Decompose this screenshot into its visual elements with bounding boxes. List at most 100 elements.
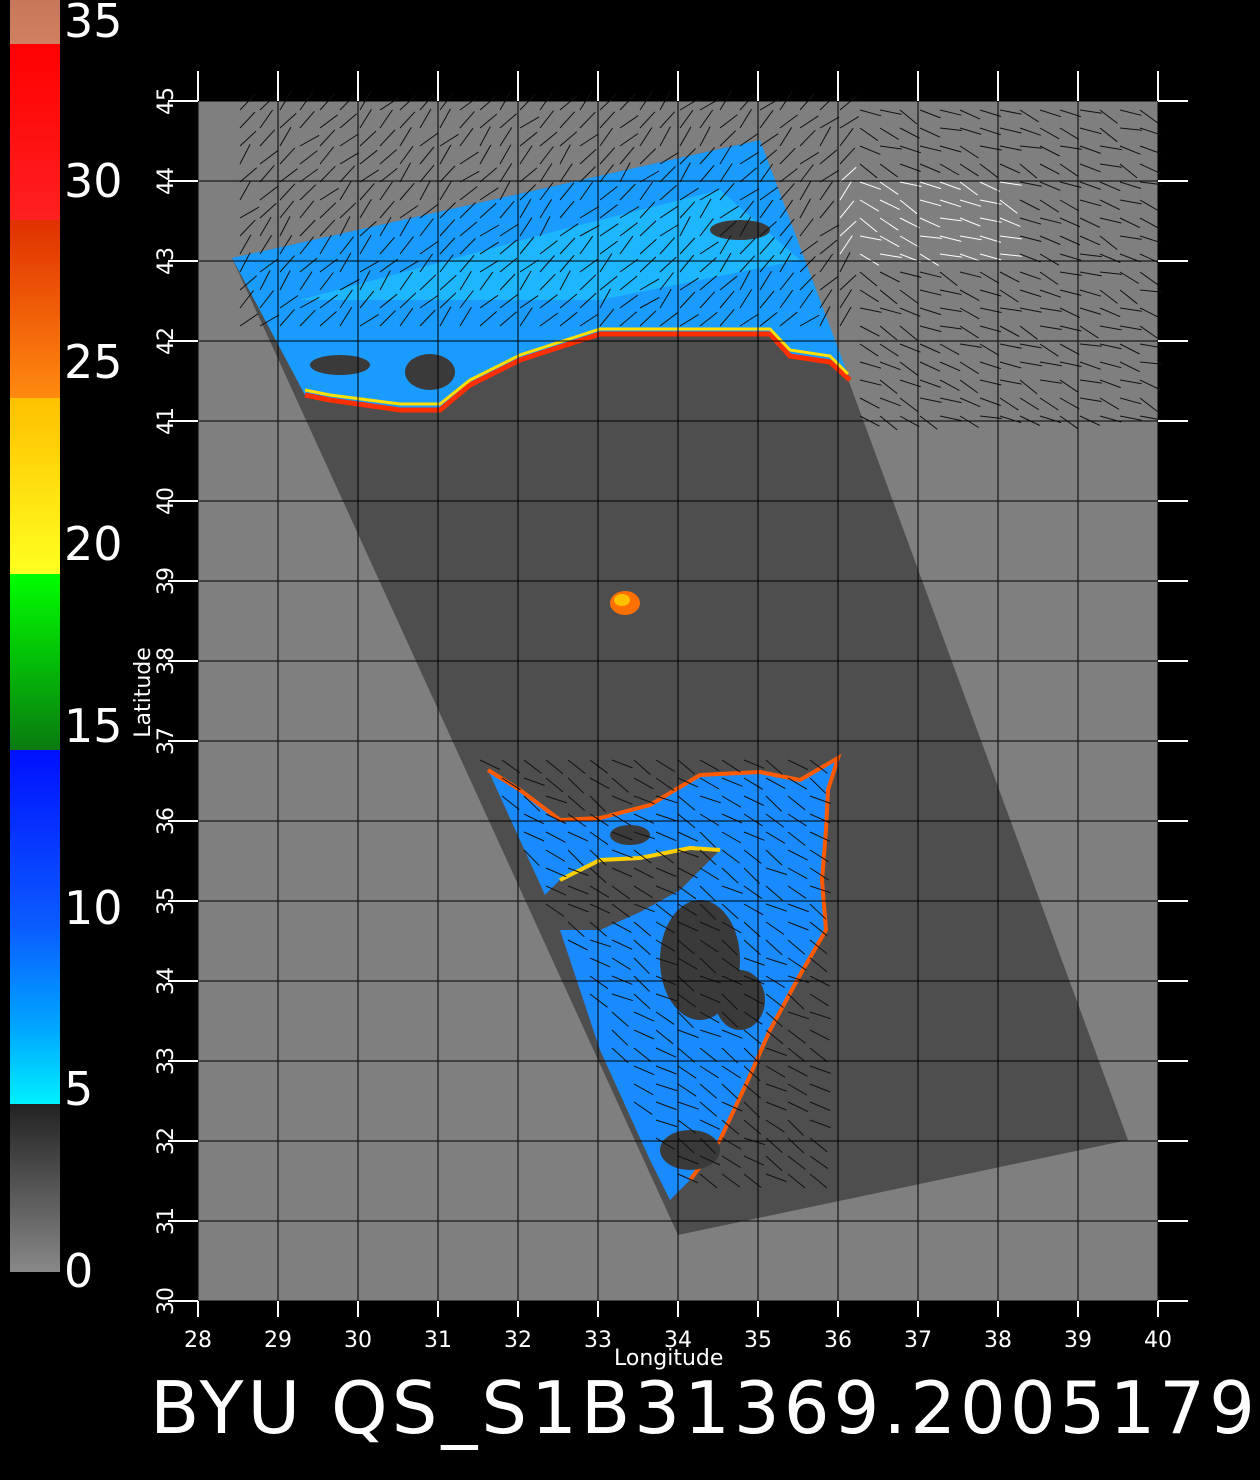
wind-vector — [639, 170, 660, 183]
wind-vector — [1079, 307, 1102, 315]
wind-vector — [559, 223, 579, 237]
wind-vector — [787, 795, 806, 811]
wind-vector — [677, 903, 698, 916]
wind-vector — [279, 168, 298, 183]
wind-vector — [1139, 163, 1161, 174]
wind-vector — [677, 921, 699, 932]
wind-vector — [819, 253, 834, 273]
wind-vector — [919, 163, 941, 173]
wind-vector — [721, 831, 742, 844]
wind-vector — [279, 309, 295, 327]
wind-vector — [939, 145, 962, 153]
wind-vector — [1019, 235, 1042, 242]
wind-vector — [999, 397, 1019, 411]
wind-vector — [679, 216, 691, 237]
wind-vector — [959, 235, 982, 241]
wind-vector — [499, 144, 512, 165]
wind-vector — [639, 310, 657, 327]
wind-vector — [879, 253, 902, 258]
wind-vector — [1019, 217, 1042, 225]
wind-vector — [611, 903, 630, 918]
wind-vector — [259, 164, 275, 183]
wind-vector — [1139, 397, 1158, 412]
wind-vector — [655, 777, 675, 792]
wind-vector — [743, 831, 765, 841]
wind-vector — [619, 311, 638, 327]
wind-vector — [759, 163, 774, 183]
wind-vector — [599, 164, 614, 183]
wind-vector — [743, 903, 764, 916]
wind-vector — [739, 289, 753, 309]
wind-vector — [339, 202, 357, 219]
wind-vector — [699, 867, 719, 881]
wind-vector — [589, 939, 612, 948]
wind-vector — [721, 975, 743, 986]
wind-vector — [1099, 397, 1120, 410]
wind-vector — [959, 109, 981, 120]
wind-vector — [787, 867, 808, 880]
wind-vector — [579, 224, 600, 237]
wind-vector — [633, 849, 652, 864]
wind-vector — [959, 307, 980, 320]
wind-vector — [499, 163, 513, 183]
wind-vector — [787, 1173, 806, 1189]
wind-vector — [659, 288, 672, 309]
wind-vector — [779, 199, 794, 219]
wind-vector — [721, 759, 741, 773]
wind-vector — [655, 903, 674, 918]
wind-vector — [599, 127, 614, 147]
wind-vector — [589, 993, 608, 1008]
wind-vector — [879, 307, 902, 315]
wind-vector — [659, 126, 671, 147]
wind-vector — [899, 145, 922, 154]
wind-vector — [1059, 199, 1080, 212]
wind-vector — [1079, 325, 1099, 339]
wind-vector — [879, 181, 899, 195]
wind-vector — [759, 221, 777, 237]
wind-vector — [633, 1011, 655, 1022]
wind-vector — [1099, 289, 1118, 304]
wind-vector — [259, 270, 271, 291]
wind-vector — [787, 885, 807, 899]
wind-vector — [655, 975, 677, 986]
wind-vector — [899, 397, 918, 412]
wind-vector — [721, 1137, 742, 1150]
wind-vector — [619, 115, 639, 129]
wind-vector — [279, 126, 292, 147]
wind-vector — [699, 759, 720, 772]
x-tick-label: 33 — [584, 1328, 612, 1353]
wind-vector — [619, 294, 639, 309]
wind-vector — [765, 975, 785, 989]
wind-vector — [1079, 361, 1101, 370]
wind-vector — [1119, 307, 1142, 312]
wind-vector — [633, 813, 655, 824]
wind-vector — [677, 795, 696, 811]
wind-vector — [739, 313, 759, 327]
wind-vector — [809, 885, 832, 894]
wind-vector — [339, 133, 359, 147]
wind-vector — [659, 185, 677, 201]
wind-vector — [299, 309, 316, 327]
wind-vector — [519, 184, 537, 201]
wind-vector — [655, 921, 676, 934]
wind-vector — [809, 849, 829, 863]
wind-vector — [677, 831, 699, 842]
wind-vector — [699, 291, 716, 309]
wind-vector — [567, 831, 589, 842]
wind-vector — [679, 126, 692, 147]
wind-vector — [1019, 379, 1038, 395]
wind-vector — [699, 831, 716, 848]
wind-vector — [579, 181, 594, 201]
wind-vector — [567, 903, 589, 913]
wind-vector — [699, 813, 720, 826]
wind-vector — [1099, 181, 1121, 192]
wind-vector — [633, 903, 655, 913]
wind-vector — [655, 993, 678, 1002]
wind-vector — [259, 235, 273, 255]
wind-vector — [619, 222, 638, 237]
wind-vector — [359, 270, 371, 291]
wind-vector — [639, 238, 657, 255]
wind-vector — [459, 270, 472, 291]
wind-vector — [699, 903, 717, 920]
wind-vector — [879, 235, 900, 248]
